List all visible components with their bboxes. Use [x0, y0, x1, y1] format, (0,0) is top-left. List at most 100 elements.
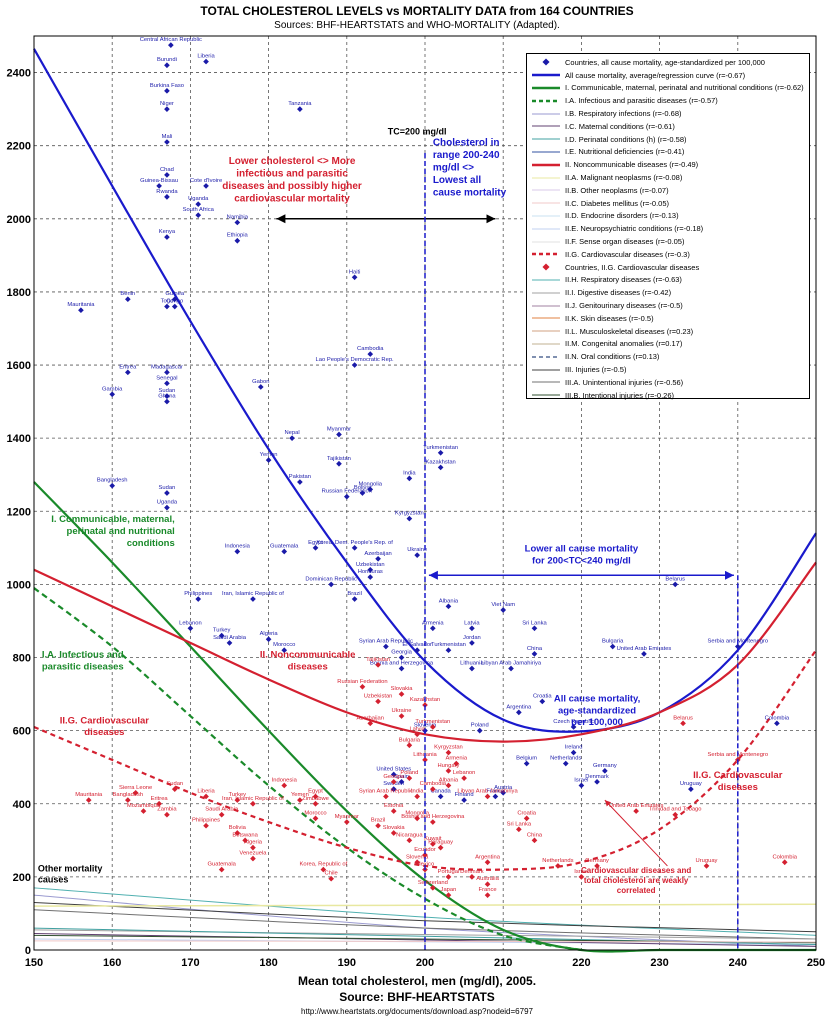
- point-china: [531, 651, 538, 657]
- point-lithuania: [422, 757, 428, 763]
- annotation-cvd-label-right: II.G. Cardiovascular diseases: [693, 770, 783, 793]
- point-label: Lao People's Democratic Rep.: [316, 357, 395, 363]
- point-label: Philippines: [192, 818, 220, 824]
- legend-swatch: [532, 330, 560, 332]
- point-label: Tajikistan: [366, 657, 390, 663]
- point-bolivia: [234, 830, 241, 836]
- legend-swatch: [532, 189, 560, 191]
- x-tick-label: 170: [181, 957, 199, 969]
- point-argentina: [516, 709, 522, 716]
- point-label: Zambia: [157, 807, 177, 813]
- point-sudan: [171, 786, 178, 792]
- point-congo: [171, 303, 178, 310]
- legend-swatch: [532, 253, 560, 256]
- point-label: Nicaragua: [396, 832, 423, 838]
- legend-item: II.D. Endocrine disorders (r=-0.13): [531, 210, 805, 223]
- point-kyrgyzstan: [406, 515, 413, 522]
- point-libyan-arab-jamahiriya: [484, 793, 491, 800]
- point-label: France: [486, 788, 504, 794]
- point-label: Brazil: [371, 818, 386, 824]
- legend-item: III.B. Intentional injuries (r=-0.26): [531, 389, 805, 402]
- legend-swatch: [542, 263, 550, 271]
- point-south-africa: [195, 212, 202, 218]
- chart-subtitle: Sources: BHF-HEARTSTATS and WHO-MORTALIT…: [274, 20, 560, 31]
- point-label: Belarus: [665, 576, 685, 582]
- other-mortality-lines: [33, 887, 817, 947]
- point-label: Sudan: [166, 781, 183, 787]
- y-tick-label: 1000: [7, 579, 31, 591]
- point-armenia: [429, 625, 436, 632]
- point-canada: [437, 793, 444, 800]
- point-china: [531, 837, 538, 844]
- point-label: Algeria: [260, 631, 279, 637]
- legend-label: II.D. Endocrine disorders (r=-0.13): [565, 211, 679, 221]
- point-georgia: [390, 778, 397, 785]
- point-sweden: [390, 786, 397, 792]
- point-label: Sri Lanka: [522, 620, 547, 626]
- legend-item: II.G. Cardiovascular diseases (r=-0.3): [531, 248, 805, 261]
- legend-item: II.M. Congenital anomalies (r=0.17): [531, 338, 805, 351]
- source-url[interactable]: http://www.heartstats.org/documents/down…: [301, 1007, 533, 1016]
- point-label: Iran, Islamic Republic of: [222, 796, 284, 802]
- point-label: France: [479, 887, 497, 893]
- annotation-cvd-label: II.G. Cardiovascular diseases: [60, 715, 150, 738]
- x-tick-label: 230: [650, 957, 668, 969]
- point-estonia: [390, 808, 397, 814]
- point-label: Russian Federation: [322, 489, 372, 495]
- legend-swatch: [532, 215, 560, 217]
- point-myanmar: [343, 819, 350, 825]
- point-bangladesh: [125, 797, 131, 803]
- point-label: Latvia: [409, 726, 425, 732]
- point-label: Chile: [325, 871, 338, 877]
- legend-item: II.I. Digestive diseases (r=-0.42): [531, 286, 805, 299]
- point-label: Belgium: [516, 756, 537, 762]
- point-label: Lithuania: [460, 660, 484, 666]
- annotation-lower-chol: Lower cholesterol <> More infectious and …: [222, 156, 362, 205]
- point-nepal: [289, 435, 295, 441]
- point-label: Viet Nam: [491, 602, 515, 608]
- legend-item: II.E. Neuropsychiatric conditions (r=-0.…: [531, 222, 805, 235]
- annotations: TC=200 mg/dl Lower cholesterol <> More inf…: [38, 127, 783, 896]
- point-india: [414, 793, 421, 800]
- point-label: Senegal: [156, 375, 177, 381]
- x-tick-label: 200: [416, 957, 434, 969]
- point-sri-lanka: [516, 826, 522, 833]
- point-label: Spain: [394, 774, 409, 780]
- point-label: Uruguay: [696, 858, 718, 864]
- point-label: Uganda: [157, 500, 178, 506]
- point-sri-lanka: [531, 625, 538, 632]
- legend-item: III. Injuries (r=-0.5): [531, 363, 805, 376]
- point-label: Egypt: [308, 788, 323, 794]
- legend-label: II.A. Malignant neoplasms (r=-0.08): [565, 173, 683, 183]
- point-guinea: [171, 296, 178, 303]
- point-india: [406, 475, 413, 482]
- point-trinidad-and-tobago: [672, 811, 679, 818]
- point-united-states: [390, 771, 397, 778]
- series-line-ii-noncommunicable-diseases-r-0-49: [33, 561, 817, 743]
- point-cote-d-ivoire: [203, 183, 209, 189]
- point-label: Mongolia: [405, 810, 429, 816]
- legend-label: All cause mortality, average/regression …: [565, 70, 746, 80]
- point-label: Mozambique: [127, 803, 160, 809]
- point-finland: [461, 797, 467, 803]
- point-label: Cambodia: [357, 346, 384, 352]
- legend-label: II.H. Respiratory diseases (r=-0.63): [565, 275, 682, 285]
- point-label: Philippines: [184, 591, 212, 597]
- legend-swatch: [532, 73, 560, 77]
- point-label: Colombia: [765, 715, 790, 721]
- point-israel: [578, 874, 585, 880]
- annotation-cvd-corr: Cardiovascular diseases and total cholest…: [581, 866, 691, 895]
- point-croatia: [539, 698, 546, 705]
- cardiovascular-points: Sierra Leone Sudan Liberia Mauritania Bangla…: [75, 657, 798, 898]
- point-label: Ethiopia: [227, 233, 249, 239]
- point-mauritania: [78, 307, 84, 314]
- point-lebanon: [187, 625, 194, 632]
- point-label: Bangladesh: [97, 478, 128, 484]
- point-israel: [578, 782, 585, 789]
- legend-label: II.F. Sense organ diseases (r=-0.05): [565, 237, 685, 247]
- legend-swatch: [532, 381, 560, 383]
- point-label: Iran, Islamic Republic of: [222, 591, 284, 597]
- point-label: Turkey: [229, 792, 247, 798]
- legend-label: II.E. Neuropsychiatric conditions (r=-0.…: [565, 224, 704, 234]
